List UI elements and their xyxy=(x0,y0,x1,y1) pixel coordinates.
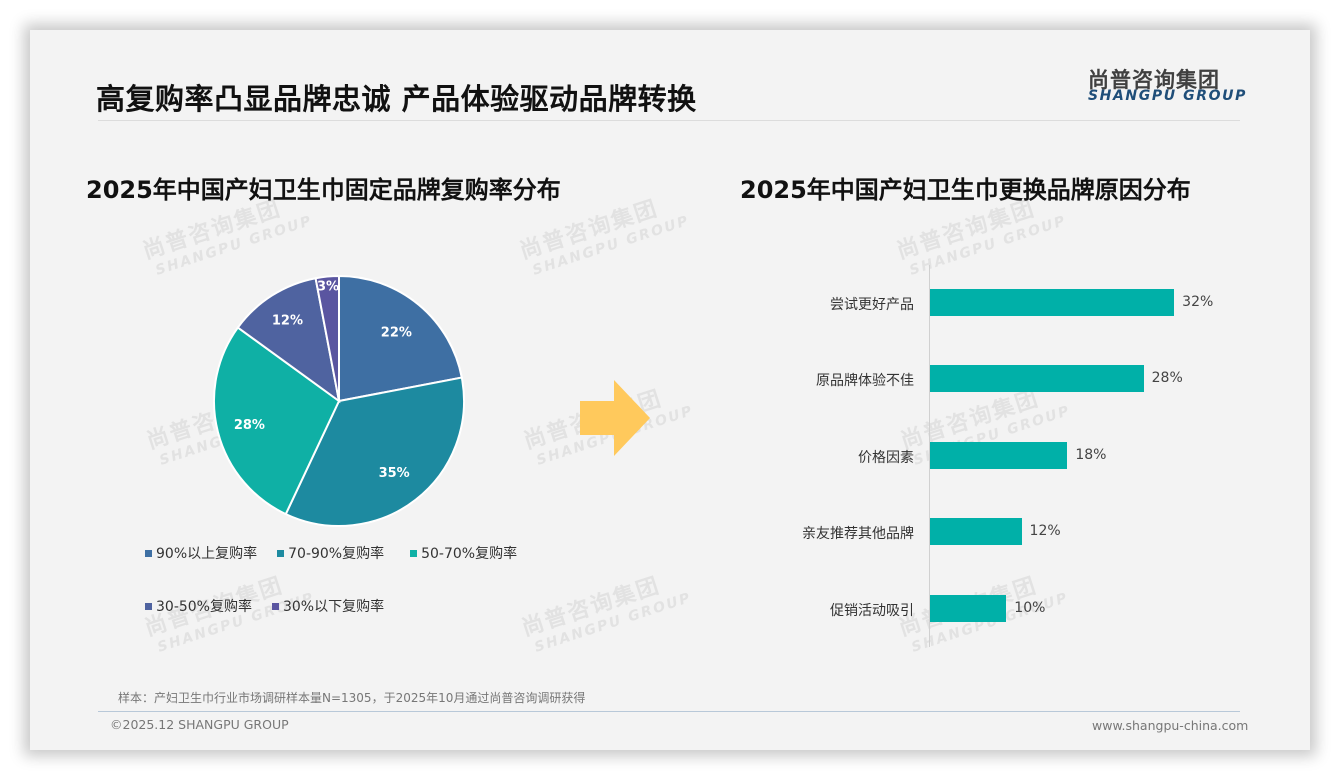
pie-slice-label: 3% xyxy=(317,279,339,294)
website-link[interactable]: www.shangpu-china.com xyxy=(1092,718,1249,733)
pie-legend: 90%以上复购率 70-90%复购率 50-70%复购率 xyxy=(145,543,527,563)
legend-item: 90%以上复购率 xyxy=(145,543,257,563)
bar-category-label: 原品牌体验不佳 xyxy=(816,373,914,389)
bar-value-label: 18% xyxy=(1075,447,1107,463)
legend-swatch xyxy=(145,549,152,557)
pie-chart: 22% 35% 28% 12% 3% xyxy=(213,274,465,527)
logo-chinese: 尚普咨询集团 xyxy=(1088,68,1220,92)
copyright: ©2025.12 SHANGPU GROUP xyxy=(110,717,289,732)
page-title: 高复购率凸显品牌忠诚 产品体验驱动品牌转换 xyxy=(96,82,697,116)
footer-divider xyxy=(98,711,1240,712)
legend-item: 70-90%复购率 xyxy=(277,543,384,563)
bar xyxy=(930,518,1022,545)
title-divider xyxy=(98,120,1240,121)
legend-label: 90%以上复购率 xyxy=(156,546,258,562)
slide: 尚普咨询集团 SHANGPU GROUP 尚普咨询集团 SHANGPU GROUP … xyxy=(30,30,1310,750)
legend-item: 50-70%复购率 xyxy=(410,543,517,563)
pie-legend: 30-50%复购率 30%以下复购率 xyxy=(145,596,394,616)
logo-english: SHANGPU GROUP xyxy=(1088,88,1247,104)
bar-value-label: 12% xyxy=(1029,523,1061,539)
pie-slice xyxy=(338,274,463,403)
bar xyxy=(930,595,1007,622)
pie-slice-label: 28% xyxy=(234,418,265,433)
legend-swatch xyxy=(145,602,152,610)
pie-slice xyxy=(213,326,341,516)
sample-note: 样本：产妇卫生巾行业市场调研样本量N=1305，于2025年10月通过尚普咨询调… xyxy=(118,691,586,705)
pie-slice-label: 22% xyxy=(381,326,412,341)
pie-slice xyxy=(236,277,341,404)
legend-item: 30%以下复购率 xyxy=(271,596,385,616)
bar-chart-title: 2025年中国产妇卫生巾更换品牌原因分布 xyxy=(740,176,1191,204)
pie-slice-label: 35% xyxy=(379,466,410,481)
legend-swatch xyxy=(271,602,279,610)
bar-value-label: 10% xyxy=(1014,600,1046,616)
legend-label: 30-50%复购率 xyxy=(156,599,252,615)
bar-category-label: 亲友推荐其他品牌 xyxy=(802,526,914,542)
legend-label: 30%以下复购率 xyxy=(282,599,385,615)
bar xyxy=(930,442,1068,469)
bar-chart-axis xyxy=(929,265,930,647)
right-arrow-icon xyxy=(580,380,650,456)
pie-slice xyxy=(284,376,465,527)
legend-swatch xyxy=(410,549,418,557)
pie-slice xyxy=(314,274,340,402)
pie-slice-label: 12% xyxy=(272,314,303,329)
legend-swatch xyxy=(277,549,285,557)
bar-value-label: 28% xyxy=(1151,370,1183,386)
legend-label: 70-90%复购率 xyxy=(288,546,385,562)
legend-item: 30-50%复购率 xyxy=(145,596,252,616)
bar-value-label: 32% xyxy=(1182,294,1214,310)
legend-label: 50-70%复购率 xyxy=(421,546,518,562)
bar-category-label: 促销活动吸引 xyxy=(830,603,914,619)
pie-chart-title: 2025年中国产妇卫生巾固定品牌复购率分布 xyxy=(86,176,561,204)
bar xyxy=(930,289,1175,316)
bar-category-label: 尝试更好产品 xyxy=(830,297,914,313)
bar xyxy=(930,365,1144,392)
bar-category-label: 价格因素 xyxy=(858,450,914,466)
